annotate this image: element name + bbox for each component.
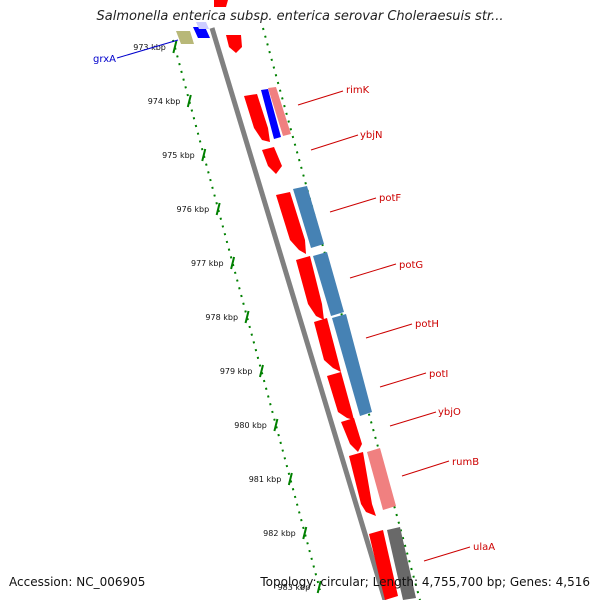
gene-feature[interactable] <box>176 31 194 44</box>
kbp-tick-label: 978 kbp <box>205 313 238 322</box>
kbp-tick-label: 983 kbp <box>278 583 311 592</box>
kbp-tick <box>215 202 221 216</box>
kbp-tick <box>244 310 250 324</box>
kbp-tick <box>172 40 178 54</box>
gene-labels: grxA rimK ybjN potF potG potH potI ybjO … <box>93 39 495 562</box>
gene-leader-line <box>379 372 427 388</box>
kbp-tick <box>201 148 207 162</box>
kbp-tick-label: 976 kbp <box>177 205 210 214</box>
gene-feature[interactable] <box>262 147 282 174</box>
gene-feature[interactable] <box>387 527 416 600</box>
gene-feature[interactable] <box>327 372 354 420</box>
kbp-tick-label: 974 kbp <box>148 97 181 106</box>
gene-leader-line <box>401 460 450 477</box>
gene-features <box>176 0 416 600</box>
gene-label-ybjO[interactable]: ybjO <box>438 407 461 418</box>
kbp-tick-label: 980 kbp <box>234 421 267 430</box>
gene-label-potG[interactable]: potG <box>399 260 423 271</box>
gene-feature[interactable] <box>369 530 398 600</box>
genome-title: Salmonella enterica subsp. enterica sero… <box>96 9 504 24</box>
gene-feature[interactable] <box>276 192 306 254</box>
gene-label-potI[interactable]: potI <box>429 369 448 380</box>
gene-feature[interactable] <box>332 314 372 416</box>
gene-label-grxA[interactable]: grxA <box>93 54 116 65</box>
gene-feature[interactable] <box>349 452 376 516</box>
gene-feature[interactable] <box>193 27 210 38</box>
outer-dotted-guide <box>262 27 421 600</box>
gene-label-ulaA[interactable]: ulaA <box>473 542 495 553</box>
gene-leader-line <box>310 134 359 151</box>
gene-feature[interactable] <box>314 318 341 372</box>
gene-feature[interactable] <box>268 87 291 136</box>
kbp-tick <box>287 472 293 486</box>
kbp-tick-label: 973 kbp <box>133 43 166 52</box>
gene-leader-line <box>349 263 397 279</box>
kbp-tick <box>302 526 308 540</box>
kbp-tick <box>273 418 279 432</box>
gene-feature[interactable] <box>293 186 324 248</box>
kbp-tick <box>258 364 264 378</box>
gene-label-rimK[interactable]: rimK <box>346 85 370 96</box>
gene-feature[interactable] <box>313 252 344 316</box>
gene-feature[interactable] <box>226 35 242 53</box>
topology-label: Topology: circular; Length: 4,755,700 bp… <box>260 575 590 589</box>
gene-feature[interactable] <box>261 89 281 139</box>
accession-label: Accession: NC_006905 <box>9 575 146 589</box>
gene-leader-line <box>116 39 179 59</box>
kbp-tick-label: 977 kbp <box>191 259 224 268</box>
kbp-tick-label: 979 kbp <box>220 367 253 376</box>
gene-label-potH[interactable]: potH <box>415 319 439 330</box>
gene-leader-line <box>329 197 377 213</box>
gene-feature[interactable] <box>196 22 209 29</box>
gene-feature[interactable] <box>244 94 270 142</box>
gene-label-potF[interactable]: potF <box>379 193 401 204</box>
gene-label-rumB[interactable]: rumB <box>452 457 479 468</box>
kbp-tick-label: 981 kbp <box>249 475 282 484</box>
genome-backbone <box>209 27 388 600</box>
kbp-tick-label: 975 kbp <box>162 151 195 160</box>
gene-feature[interactable] <box>214 0 228 7</box>
kbp-tick <box>316 580 322 594</box>
gene-leader-line <box>365 323 413 339</box>
gene-feature[interactable] <box>341 418 362 452</box>
gene-feature[interactable] <box>296 256 324 320</box>
gene-leader-line <box>389 411 437 427</box>
kbp-tick <box>186 94 192 108</box>
kbp-tick-label: 982 kbp <box>263 529 296 538</box>
kbp-tick <box>230 256 236 270</box>
gene-feature[interactable] <box>367 448 396 510</box>
gene-leader-line <box>423 546 471 562</box>
gene-leader-line <box>297 90 344 106</box>
kbp-ticks: 973 kbp 974 kbp 975 kbp 976 kbp 977 kbp 978 k… <box>133 40 322 594</box>
gene-label-ybjN[interactable]: ybjN <box>360 130 383 141</box>
